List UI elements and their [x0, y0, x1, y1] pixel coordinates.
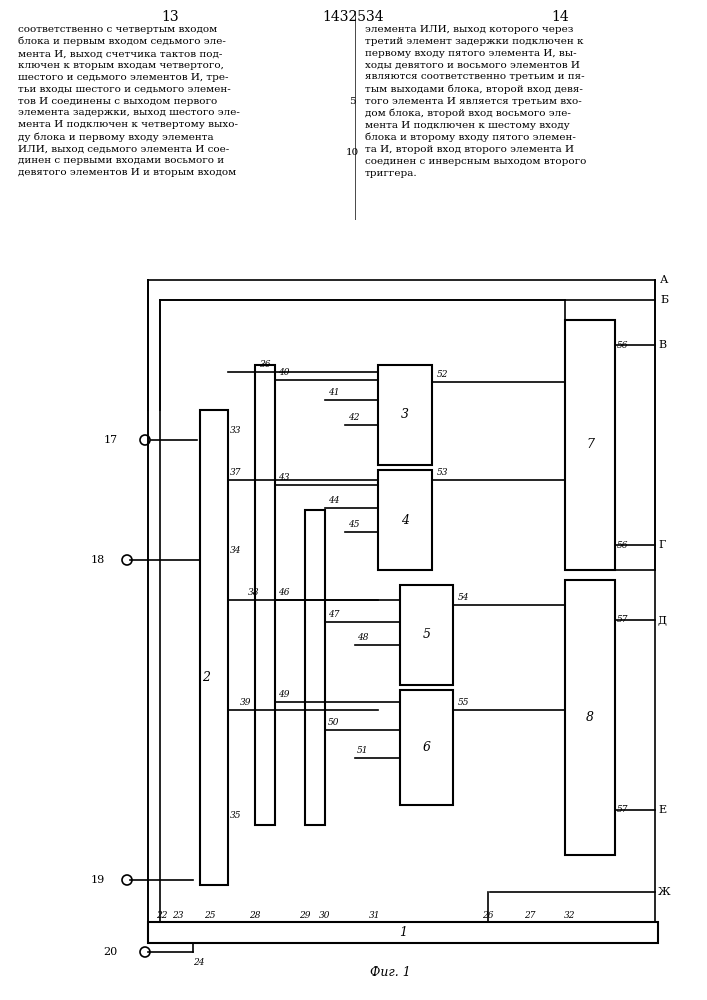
Text: 17: 17: [104, 435, 118, 445]
Text: 31: 31: [369, 911, 381, 920]
Text: 6: 6: [423, 741, 431, 754]
Text: 56: 56: [617, 340, 629, 350]
Text: Е: Е: [658, 805, 666, 815]
Text: 47: 47: [328, 610, 339, 619]
Text: 19: 19: [90, 875, 105, 885]
Text: 36: 36: [260, 360, 271, 369]
Text: 7: 7: [586, 438, 594, 452]
Text: 41: 41: [328, 388, 339, 397]
Text: 42: 42: [348, 413, 359, 422]
Text: 14: 14: [551, 10, 569, 24]
Text: 49: 49: [278, 690, 289, 699]
Text: 2: 2: [202, 671, 210, 684]
Text: 37: 37: [230, 468, 242, 477]
FancyBboxPatch shape: [400, 690, 453, 805]
Text: 40: 40: [278, 368, 289, 377]
Text: 34: 34: [230, 546, 242, 555]
Text: 20: 20: [104, 947, 118, 957]
Text: 52: 52: [437, 370, 448, 379]
Text: 8: 8: [586, 711, 594, 724]
Text: 13: 13: [161, 10, 179, 24]
Text: А: А: [660, 275, 668, 285]
Text: 44: 44: [328, 496, 339, 505]
FancyBboxPatch shape: [565, 580, 615, 855]
FancyBboxPatch shape: [378, 365, 432, 465]
FancyBboxPatch shape: [565, 320, 615, 570]
Text: 1432534: 1432534: [322, 10, 384, 24]
Text: Д: Д: [658, 615, 667, 625]
Text: 1: 1: [399, 926, 407, 939]
Text: 43: 43: [278, 473, 289, 482]
Text: Б: Б: [660, 295, 668, 305]
Text: 57: 57: [617, 615, 629, 624]
Text: 30: 30: [320, 911, 331, 920]
Text: 32: 32: [564, 911, 575, 920]
Text: 29: 29: [299, 911, 311, 920]
Text: 22: 22: [156, 911, 168, 920]
Text: 18: 18: [90, 555, 105, 565]
Text: 10: 10: [346, 148, 358, 157]
FancyBboxPatch shape: [400, 585, 453, 685]
FancyBboxPatch shape: [378, 470, 432, 570]
Text: 25: 25: [204, 911, 216, 920]
Text: 51: 51: [357, 746, 368, 755]
FancyBboxPatch shape: [305, 510, 325, 825]
Text: 35: 35: [230, 811, 242, 820]
FancyBboxPatch shape: [255, 365, 275, 825]
Text: 27: 27: [525, 911, 536, 920]
Text: соответственно с четвертым входом
блока и первым входом седьмого эле-
мента И, в: соответственно с четвертым входом блока …: [18, 25, 240, 177]
Text: 56: 56: [617, 540, 629, 550]
Text: 4: 4: [401, 514, 409, 526]
FancyBboxPatch shape: [200, 410, 228, 885]
Text: Ж: Ж: [658, 887, 671, 897]
Text: 28: 28: [250, 911, 261, 920]
Text: элемента ИЛИ, выход которого через
третий элемент задержки подключен к
первому в: элемента ИЛИ, выход которого через трети…: [365, 25, 586, 178]
Text: 53: 53: [437, 468, 448, 477]
Text: 55: 55: [458, 698, 469, 707]
Text: 50: 50: [328, 718, 339, 727]
Text: 39: 39: [240, 698, 252, 707]
Text: В: В: [658, 340, 666, 350]
Text: 5: 5: [349, 97, 356, 106]
Text: 45: 45: [348, 520, 359, 529]
Text: 24: 24: [193, 958, 204, 967]
Text: 33: 33: [230, 426, 242, 435]
Text: 5: 5: [423, 629, 431, 642]
Text: 57: 57: [617, 806, 629, 814]
Text: 3: 3: [401, 408, 409, 422]
Text: 38: 38: [248, 588, 259, 597]
Text: Фиг. 1: Фиг. 1: [370, 966, 410, 978]
Text: 46: 46: [278, 588, 289, 597]
Text: 23: 23: [173, 911, 184, 920]
FancyBboxPatch shape: [148, 922, 658, 943]
Text: Г: Г: [658, 540, 665, 550]
Text: 26: 26: [482, 911, 493, 920]
Text: 54: 54: [458, 593, 469, 602]
Text: 48: 48: [357, 633, 368, 642]
